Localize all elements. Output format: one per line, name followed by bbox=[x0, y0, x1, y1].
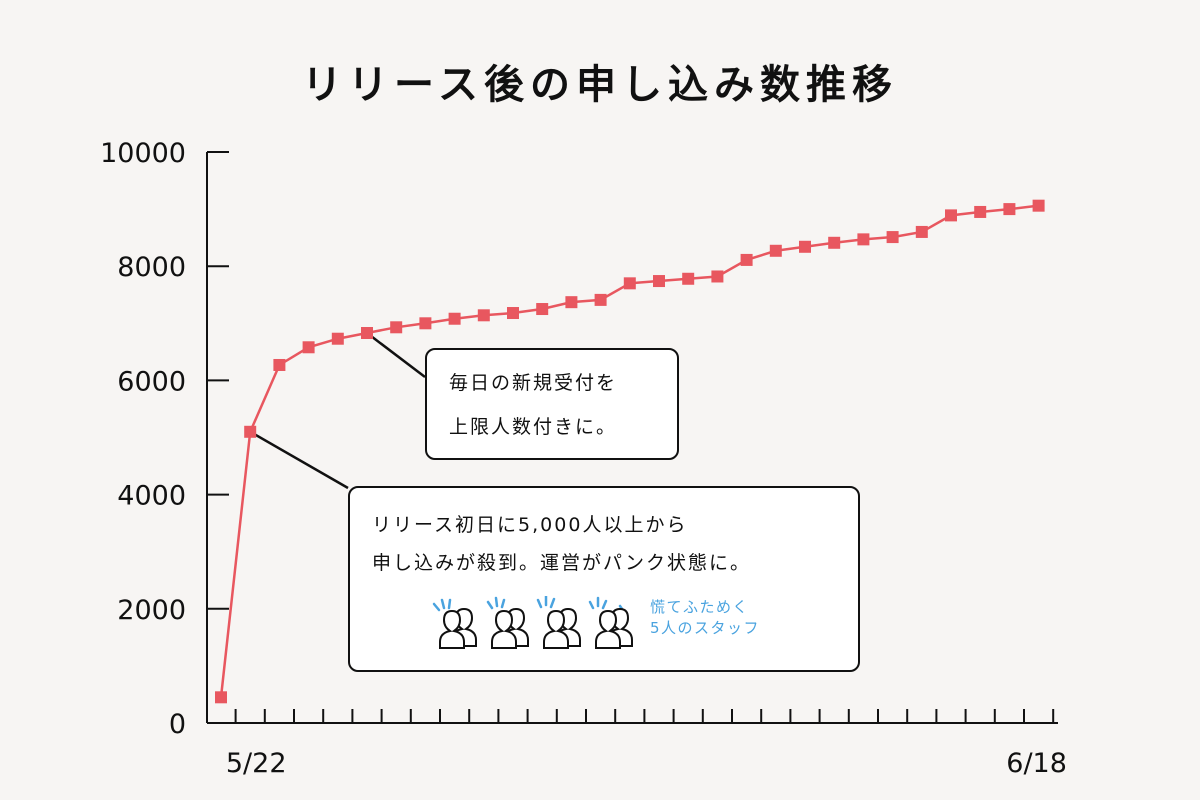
data-point bbox=[419, 317, 432, 330]
callout-daily-limit-line-2: 上限人数付きに。 bbox=[449, 416, 618, 438]
data-point bbox=[448, 312, 461, 325]
data-point bbox=[857, 233, 870, 246]
person-group-icon bbox=[439, 607, 477, 649]
y-tick-label: 10000 bbox=[100, 138, 186, 169]
data-point bbox=[244, 425, 257, 438]
callout-launch-rush-line-2: 申し込みが殺到。運営がパンク状態に。 bbox=[372, 552, 751, 574]
data-point bbox=[477, 309, 490, 322]
data-point bbox=[536, 303, 549, 316]
data-point bbox=[302, 341, 315, 354]
data-point bbox=[769, 244, 782, 257]
x-tick-label: 6/18 bbox=[1006, 748, 1067, 779]
data-point bbox=[594, 293, 607, 306]
person-group-icon bbox=[491, 607, 529, 649]
data-point bbox=[565, 296, 578, 309]
callout-daily-limit: 毎日の新規受付を 上限人数付きに。 bbox=[425, 348, 679, 460]
data-point bbox=[740, 253, 753, 266]
y-tick-label: 4000 bbox=[117, 481, 186, 512]
y-tick-label: 6000 bbox=[117, 366, 186, 397]
data-point bbox=[1032, 199, 1045, 212]
data-point bbox=[974, 205, 987, 218]
data-point bbox=[273, 358, 286, 371]
staff-note: 慌てふためく 5人のスタッフ bbox=[650, 600, 760, 636]
data-point bbox=[828, 236, 841, 249]
callout-daily-limit-line-1: 毎日の新規受付を bbox=[449, 372, 618, 394]
data-point bbox=[682, 272, 695, 285]
data-point bbox=[886, 231, 899, 244]
person-group-icon bbox=[595, 607, 633, 649]
x-tick-label: 5/22 bbox=[226, 748, 287, 779]
y-tick-label: 0 bbox=[169, 709, 186, 740]
data-point bbox=[653, 275, 665, 288]
y-tick-label: 2000 bbox=[117, 595, 186, 626]
callout-launch-rush-line-1: リリース初日に5,000人以上から bbox=[372, 514, 688, 536]
callout-leader-launch-rush bbox=[249, 430, 349, 490]
data-point bbox=[623, 277, 636, 290]
panicking-staff-illustration bbox=[432, 596, 633, 649]
staff-note-line-1: 慌てふためく bbox=[650, 598, 750, 616]
data-point bbox=[331, 332, 344, 345]
staff-note-line-2: 5人のスタッフ bbox=[650, 619, 761, 637]
data-point bbox=[711, 270, 724, 283]
data-point bbox=[507, 307, 519, 320]
callout-launch-rush: リリース初日に5,000人以上から 申し込みが殺到。運営がパンク状態に。 bbox=[348, 486, 860, 672]
data-point bbox=[361, 327, 373, 340]
chart-title: リリース後の申し込み数推移 bbox=[302, 62, 898, 108]
data-point bbox=[390, 321, 403, 334]
person-group-icon bbox=[543, 607, 581, 649]
data-point bbox=[945, 209, 957, 222]
data-point bbox=[799, 240, 811, 253]
callout-leader-daily-limit bbox=[366, 332, 426, 378]
data-point bbox=[215, 691, 227, 704]
y-tick-label: 8000 bbox=[117, 252, 186, 283]
data-point bbox=[1003, 203, 1016, 216]
data-point bbox=[915, 225, 928, 238]
